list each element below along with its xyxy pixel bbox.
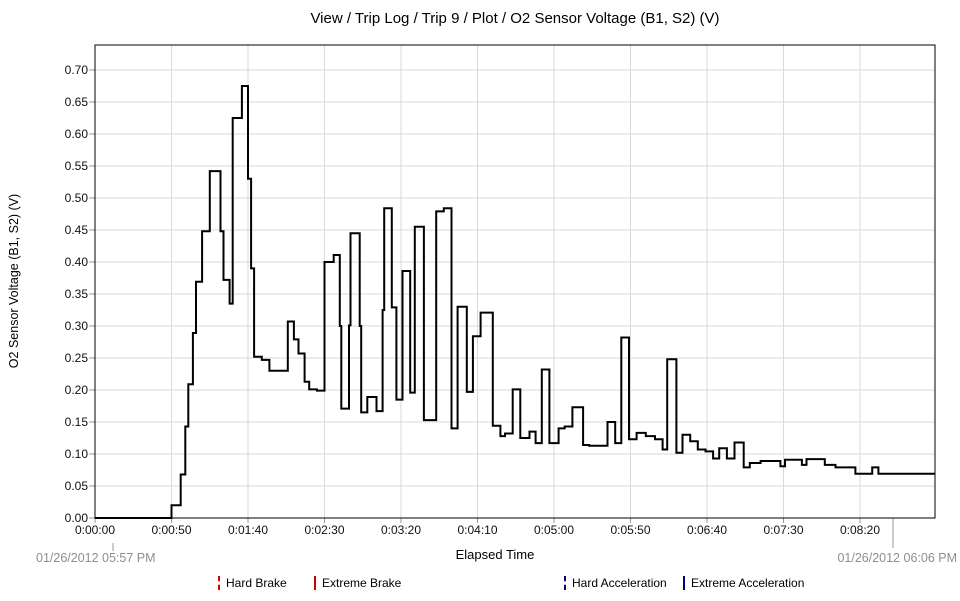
legend-item-extreme-brake: Extreme Brake (314, 576, 401, 590)
page-title: View / Trip Log / Trip 9 / Plot / O2 Sen… (310, 10, 720, 27)
y-tick-label: 0.50 (64, 191, 88, 205)
x-tick-label: 0:05:00 (533, 523, 575, 537)
trip-end-timestamp: 01/26/2012 06:06 PM (837, 551, 957, 565)
solid-line-marker-icon (683, 576, 685, 590)
x-tick-label: 0:03:20 (380, 523, 422, 537)
x-tick-label: 0:01:40 (227, 523, 269, 537)
x-tick-label: 0:00:50 (151, 523, 192, 537)
legend-item-hard-acceleration: Hard Acceleration (564, 576, 667, 590)
y-tick-label: 0.70 (64, 63, 88, 77)
y-tick-label: 0.05 (64, 479, 88, 493)
y-tick-label: 0.20 (64, 383, 88, 397)
legend-label: Extreme Brake (322, 576, 402, 590)
y-tick-label: 0.00 (64, 511, 88, 525)
x-tick-label: 0:06:40 (686, 523, 728, 537)
y-tick-label: 0.40 (64, 255, 88, 269)
voltage-line (95, 85, 935, 519)
y-tick-label: 0.45 (64, 223, 88, 237)
x-tick-label: 0:07:30 (763, 523, 804, 537)
trip-start-timestamp: 01/26/2012 05:57 PM (36, 551, 156, 565)
y-tick-label: 0.55 (64, 159, 88, 173)
y-tick-label: 0.35 (64, 287, 88, 301)
x-tick-label: 0:08:20 (839, 523, 881, 537)
y-tick-label: 0.25 (64, 351, 88, 365)
y-tick-label: 0.60 (64, 127, 88, 141)
y-tick-label: 0.65 (64, 95, 88, 109)
solid-line-marker-icon (314, 576, 316, 590)
legend-label: Hard Acceleration (572, 576, 667, 590)
dashed-line-marker-icon (564, 576, 566, 590)
legend-label: Extreme Acceleration (691, 576, 805, 590)
dashed-line-marker-icon (218, 576, 220, 590)
x-tick-label: 0:02:30 (304, 523, 345, 537)
y-tick-label: 0.15 (64, 415, 88, 429)
y-tick-label: 0.10 (64, 447, 88, 461)
legend-item-hard-brake: Hard Brake (218, 576, 287, 590)
x-tick-label: 0:05:50 (610, 523, 651, 537)
legend-item-extreme-acceleration: Extreme Acceleration (683, 576, 804, 590)
plot-border (94, 44, 936, 519)
x-axis-title: Elapsed Time (455, 547, 535, 562)
x-tick-label: 0:00:00 (74, 523, 116, 537)
x-tick-label: 0:04:10 (457, 523, 498, 537)
legend-label: Hard Brake (226, 576, 287, 590)
y-tick-label: 0.30 (64, 319, 88, 333)
